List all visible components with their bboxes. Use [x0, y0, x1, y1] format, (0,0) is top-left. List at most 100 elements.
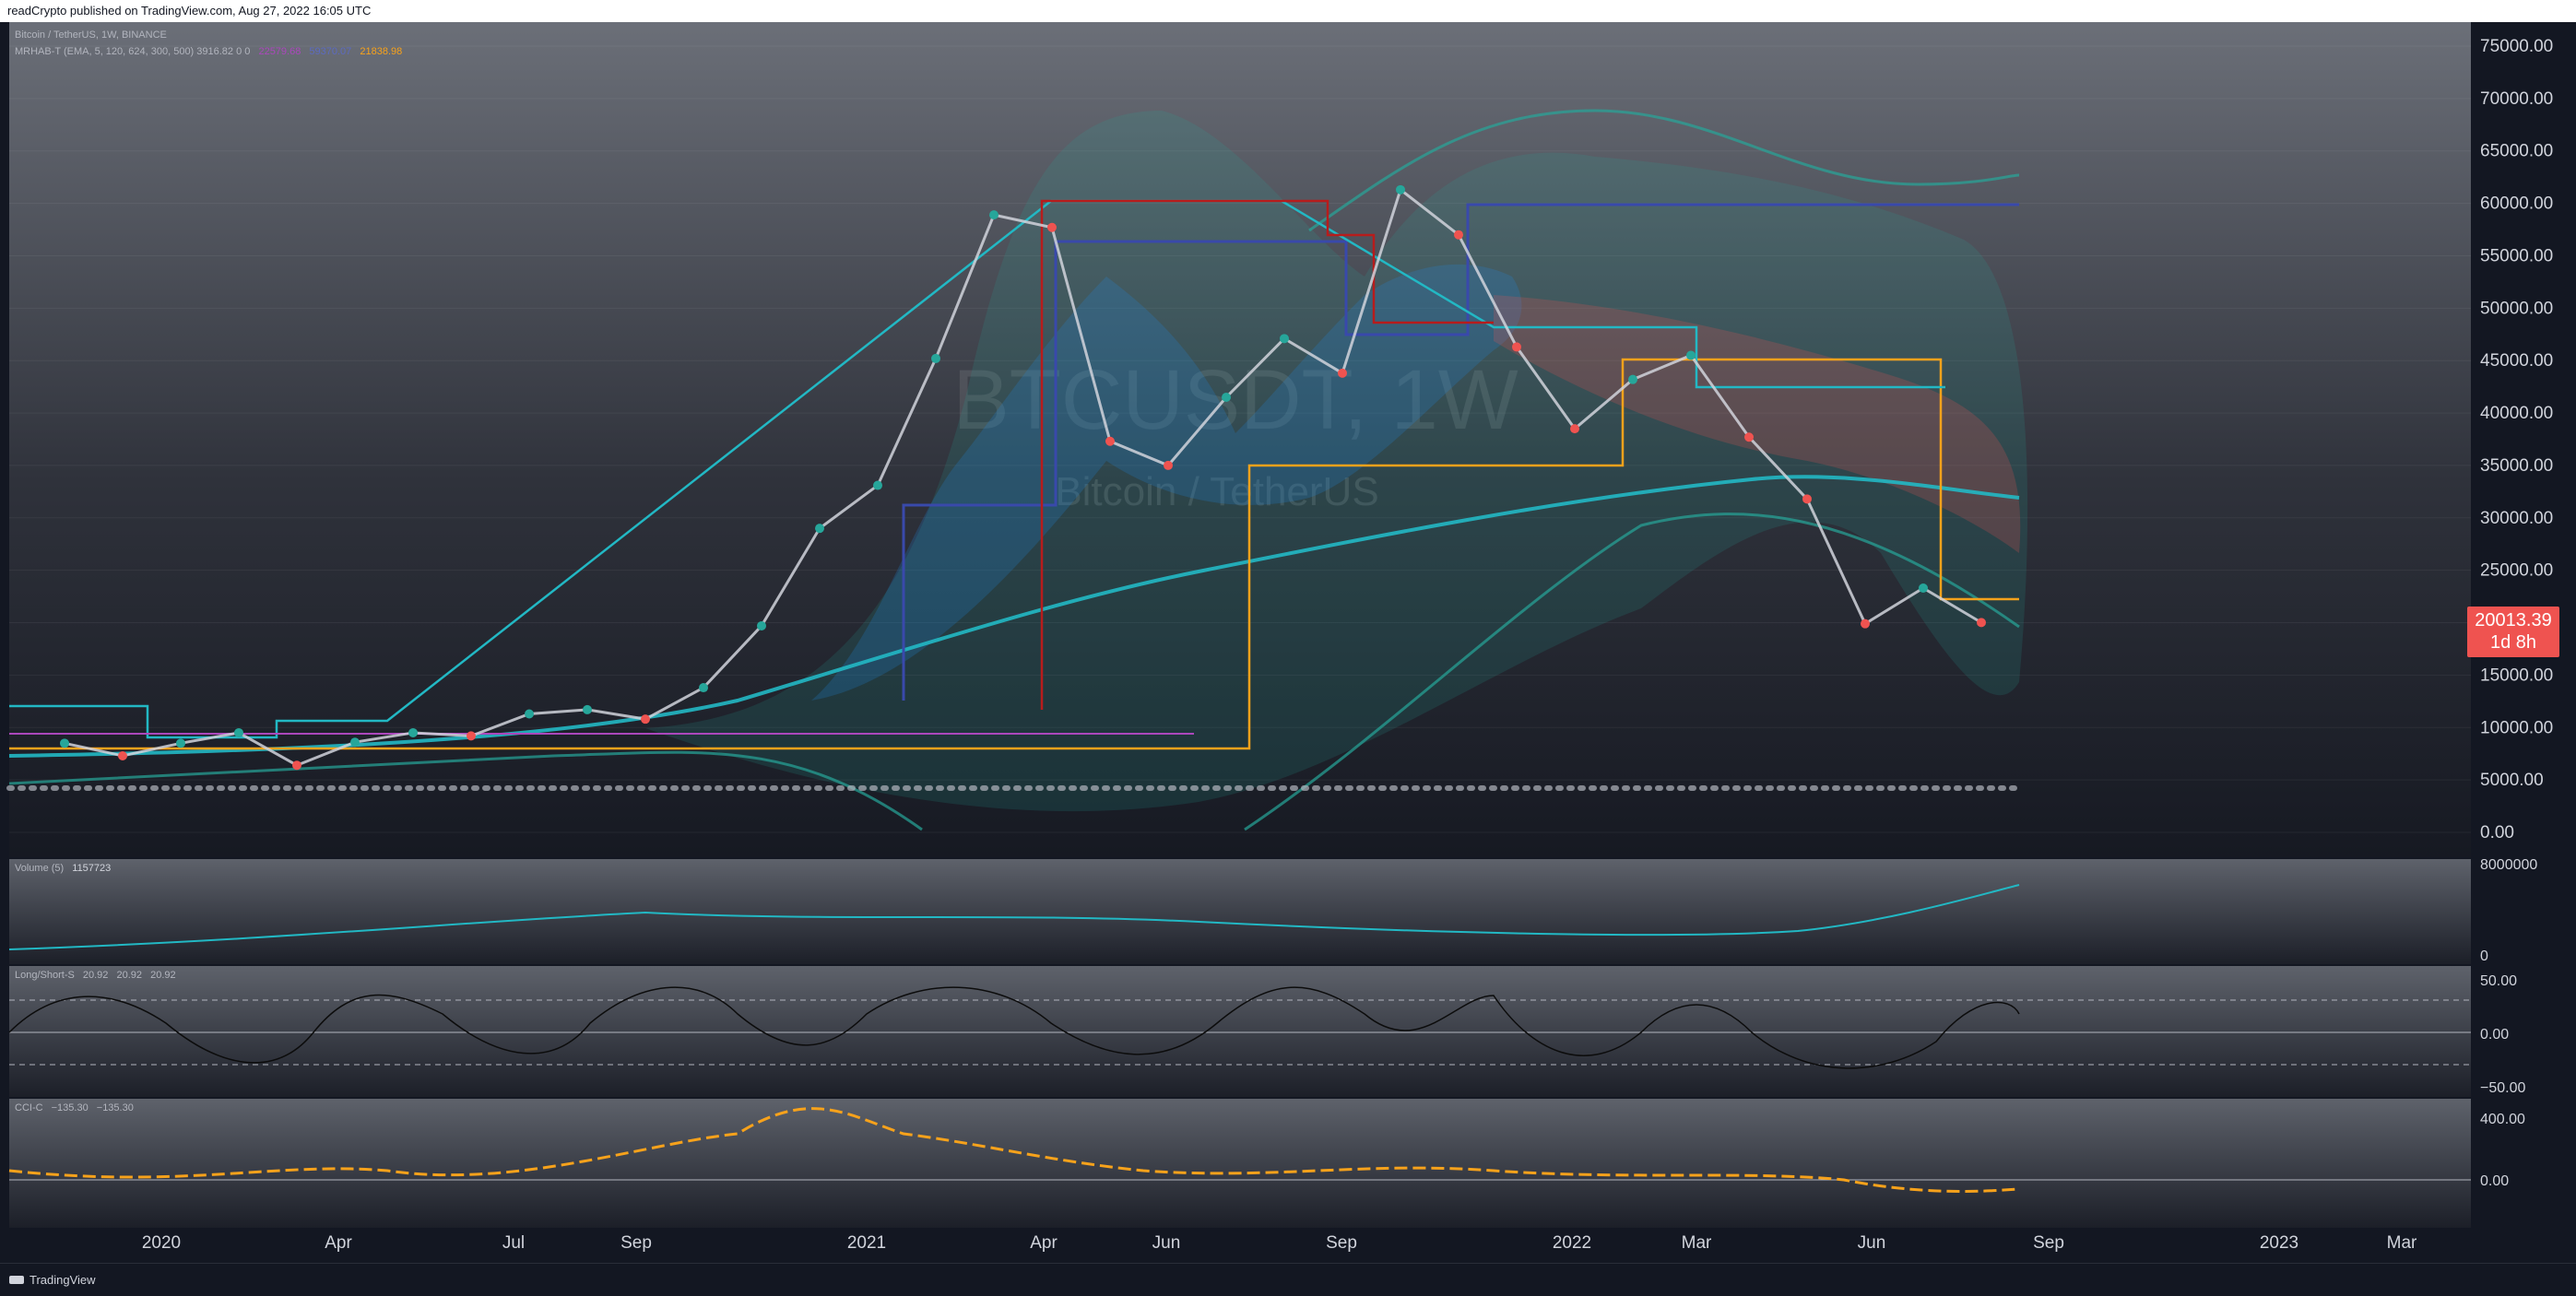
cci-pane-bg [9, 1099, 2471, 1228]
tradingview-logo[interactable]: TradingView [9, 1264, 96, 1296]
price-point [815, 524, 824, 534]
price-point [1512, 342, 1521, 352]
price-point [699, 683, 708, 693]
time-tick-label: Mar [1682, 1233, 1712, 1253]
price-point [118, 750, 127, 760]
price-point [989, 210, 998, 220]
price-point [1744, 432, 1754, 442]
volume-legend-value: 1157723 [72, 863, 112, 874]
price-tick-label: 65000.00 [2480, 142, 2553, 161]
longshort-legend-value-1: 20.92 [82, 970, 109, 981]
price-point [641, 714, 650, 725]
price-point [1222, 393, 1231, 403]
price-point [1396, 184, 1405, 194]
price-point [1686, 350, 1696, 360]
time-tick-label: Sep [1326, 1233, 1357, 1253]
time-tick-label: 2020 [142, 1233, 181, 1253]
price-point [292, 760, 301, 771]
price-tick-label: 30000.00 [2480, 509, 2553, 528]
price-tick-label: 40000.00 [2480, 404, 2553, 423]
price-tick-label: 0.00 [2480, 823, 2514, 842]
price-point [1164, 460, 1173, 470]
cci-legend[interactable]: CCI-C −135.30 −135.30 [15, 1102, 139, 1113]
price-point [408, 727, 418, 737]
longshort-legend-value-3: 20.92 [150, 970, 176, 981]
time-tick-label: Jun [1858, 1233, 1886, 1253]
price-point [873, 480, 882, 490]
indicator-value-2: 59370.07 [309, 46, 352, 57]
price-tick-label: 35000.00 [2480, 456, 2553, 476]
longshort-legend[interactable]: Long/Short-S 20.92 20.92 20.92 [15, 970, 182, 981]
price-point [1280, 334, 1289, 344]
symbol-legend-text: Bitcoin / TetherUS, 1W, BINANCE [15, 29, 167, 41]
ema-upper-line [1308, 109, 2020, 232]
price-point [583, 704, 592, 714]
price-line-path [64, 187, 1982, 767]
price-point [1454, 230, 1463, 240]
indicator-value-3: 21838.98 [360, 46, 403, 57]
price-tick-label: 70000.00 [2480, 89, 2553, 109]
time-tick-label: Apr [325, 1233, 352, 1253]
longshort-legend-value-2: 20.92 [116, 970, 143, 981]
publisher-header: readCrypto published on TradingView.com,… [0, 0, 2576, 22]
price-point [467, 731, 476, 741]
price-point [1977, 618, 1986, 628]
cci-legend-label: CCI-C [15, 1102, 43, 1113]
price-tick-label: 55000.00 [2480, 246, 2553, 265]
main-pane-bg [9, 22, 2471, 857]
longshort-axis-bottom: −50.00 [2480, 1080, 2525, 1096]
orange-level-line [9, 358, 2019, 750]
volume-pane-bg [9, 859, 2471, 964]
price-point [931, 353, 940, 363]
last-price-badge: 20013.39 1d 8h [2467, 607, 2559, 657]
cci-legend-value-1: −135.30 [51, 1102, 89, 1113]
cci-axis-zero: 0.00 [2480, 1173, 2509, 1189]
cci-signal-line [8, 1107, 2020, 1193]
symbol-legend: Bitcoin / TetherUS, 1W, BINANCE [15, 29, 172, 41]
price-series [60, 184, 1986, 771]
time-tick-label: Jun [1152, 1233, 1181, 1253]
time-tick-label: 2022 [1553, 1233, 1591, 1253]
price-point [1570, 424, 1579, 434]
ema-slow-line [8, 475, 2020, 758]
longshort-axis-top: 50.00 [2480, 973, 2517, 989]
price-tick-label: 5000.00 [2480, 771, 2544, 790]
price-point [1919, 583, 1928, 594]
publisher-text: readCrypto published on TradingView.com,… [7, 4, 372, 18]
volume-axis-top: 8000000 [2480, 857, 2537, 873]
time-tick-label: Sep [2033, 1233, 2064, 1253]
time-tick-label: 2023 [2260, 1233, 2298, 1253]
volume-legend-label: Volume (5) [15, 863, 65, 874]
price-point [176, 738, 185, 748]
time-tick-label: Sep [620, 1233, 652, 1253]
last-price-value: 20013.39 [2475, 610, 2552, 630]
time-axis: 2020 Apr Jul Sep 2021 Apr Jun Sep 2022 Mar Jun Sep 2… [142, 1233, 2417, 1253]
volume-legend[interactable]: Volume (5) 1157723 [15, 863, 116, 874]
indicator-value-1: 22579.68 [258, 46, 301, 57]
longshort-osc-line [8, 986, 2020, 1069]
indicator-legend: MRHAB-T (EMA, 5, 120, 624, 300, 500) 391… [15, 46, 408, 57]
cci-legend-value-2: −135.30 [96, 1102, 134, 1113]
price-point [350, 737, 360, 748]
price-point [1047, 222, 1057, 232]
price-point [234, 727, 243, 737]
price-point [1802, 494, 1812, 504]
longshort-pane-bg [9, 966, 2471, 1097]
price-tick-label: 25000.00 [2480, 561, 2553, 581]
bar-countdown: 1d 8h [2489, 632, 2537, 653]
watermark-name: Bitcoin / TetherUS [1055, 469, 1378, 514]
grid-lines [9, 45, 2471, 833]
cci-axis-top: 400.00 [2480, 1112, 2525, 1127]
price-tick-label: 15000.00 [2480, 666, 2553, 685]
time-axis-bg [0, 1228, 2576, 1263]
maroon-level-line [1040, 199, 1494, 710]
blue-level-line [902, 203, 2019, 701]
time-tick-label: 2021 [847, 1233, 886, 1253]
teal-cloud [645, 111, 2028, 812]
price-tick-label: 60000.00 [2480, 194, 2553, 214]
price-tick-label: 10000.00 [2480, 718, 2553, 737]
longshort-legend-label: Long/Short-S [15, 970, 75, 981]
price-tick-label: 75000.00 [2480, 37, 2553, 56]
price-point [525, 709, 534, 719]
